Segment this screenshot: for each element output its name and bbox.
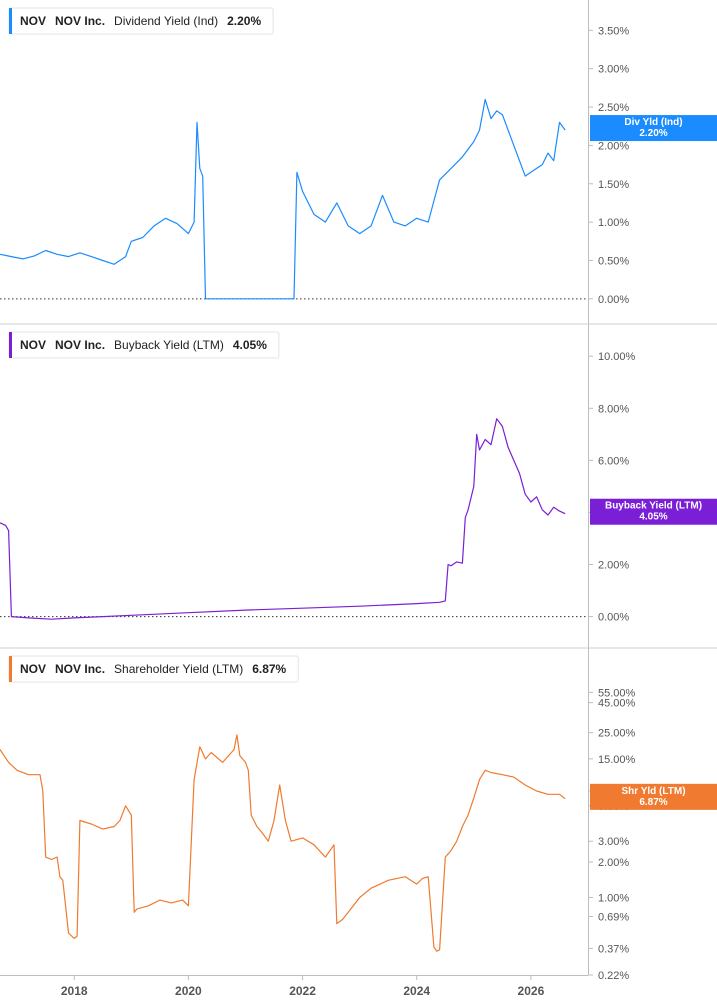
legend-color-swatch xyxy=(9,332,12,358)
y-tick-label: 1.50% xyxy=(598,179,629,191)
y-tick-label: 3.00% xyxy=(598,836,629,848)
legend-metric: Buyback Yield (LTM) xyxy=(114,338,224,352)
badge-value: 2.20% xyxy=(639,128,667,139)
legend-ticker: NOV xyxy=(20,14,46,28)
dividend-value-badge: Div Yld (Ind)2.20% xyxy=(590,115,717,142)
buyback-legend: NOV NOV Inc. Buyback Yield (LTM) 4.05% xyxy=(8,331,280,359)
y-tick-label: 8.00% xyxy=(598,403,629,415)
x-tick-label: 2024 xyxy=(403,984,430,998)
y-tick-label: 2.00% xyxy=(598,560,629,572)
badge-label: Buyback Yield (LTM) xyxy=(605,501,702,512)
y-tick-label: 55.00% xyxy=(598,687,636,699)
y-tick-label: 0.69% xyxy=(598,911,629,923)
shareholder-legend: NOV NOV Inc. Shareholder Yield (LTM) 6.87% xyxy=(8,655,299,683)
y-tick-label: 3.50% xyxy=(598,25,629,37)
y-tick-label: 6.00% xyxy=(598,455,629,467)
y-tick-label: 1.00% xyxy=(598,892,629,904)
dividend-panel: 0.00% 0.50% 1.00% 1.50% 2.00% 2.50% 3.00% 3.50%… xyxy=(0,0,717,324)
legend-color-swatch xyxy=(9,8,12,34)
legend-metric: Shareholder Yield (LTM) xyxy=(114,662,243,676)
legend-color-swatch xyxy=(9,656,12,682)
y-tick-label: 25.00% xyxy=(598,728,636,740)
legend-ticker: NOV xyxy=(20,662,46,676)
shareholder-series-line xyxy=(0,734,566,952)
badge-label: Div Yld (Ind) xyxy=(624,117,682,128)
legend-value-label: 6.87% xyxy=(252,662,286,676)
y-tick-label: 0.37% xyxy=(598,943,629,955)
x-tick-label: 2020 xyxy=(175,984,202,998)
legend-metric: Dividend Yield (Ind) xyxy=(114,14,218,28)
buyback-series-line xyxy=(0,418,566,620)
y-tick-label: 2.00% xyxy=(598,857,629,869)
y-tick-label: 0.22% xyxy=(598,970,629,982)
x-tick-label: 2022 xyxy=(289,984,316,998)
y-tick-label: 3.00% xyxy=(598,64,629,76)
y-tick-label: 10.00% xyxy=(598,351,636,363)
legend-value-label: 4.05% xyxy=(233,338,267,352)
dividend-legend: NOV NOV Inc. Dividend Yield (Ind) 2.20% xyxy=(8,7,274,35)
buyback-value-badge: Buyback Yield (LTM)4.05% xyxy=(590,498,717,525)
badge-background xyxy=(590,498,717,525)
x-tick-label: 2018 xyxy=(61,984,88,998)
badge-background xyxy=(590,783,717,810)
badge-background xyxy=(590,115,717,142)
y-tick-label: 2.50% xyxy=(598,102,629,114)
legend-company: NOV Inc. xyxy=(55,338,105,352)
badge-label: Shr Yld (LTM) xyxy=(621,786,685,797)
y-tick-label: 0.50% xyxy=(598,255,629,267)
legend-value-label: 2.20% xyxy=(227,14,261,28)
x-tick-label: 2026 xyxy=(518,984,545,998)
y-tick-label: 1.00% xyxy=(598,217,629,229)
badge-value: 4.05% xyxy=(639,512,667,523)
y-tick-label: 45.00% xyxy=(598,698,636,710)
legend-company: NOV Inc. xyxy=(55,14,105,28)
badge-value: 6.87% xyxy=(639,797,667,808)
y-tick-label: 2.00% xyxy=(598,140,629,152)
legend-ticker: NOV xyxy=(20,338,46,352)
legend-company: NOV Inc. xyxy=(55,662,105,676)
y-tick-label: 0.00% xyxy=(598,612,629,624)
y-tick-label: 0.00% xyxy=(598,294,629,306)
shareholder-value-badge: Shr Yld (LTM)6.87% xyxy=(590,783,717,810)
dividend-series-line xyxy=(0,98,566,300)
y-tick-label: 15.00% xyxy=(598,754,636,766)
shareholder-panel: 0.22%0.37%0.69%1.00%2.00%3.00%6.00%8.00%… xyxy=(0,647,717,982)
